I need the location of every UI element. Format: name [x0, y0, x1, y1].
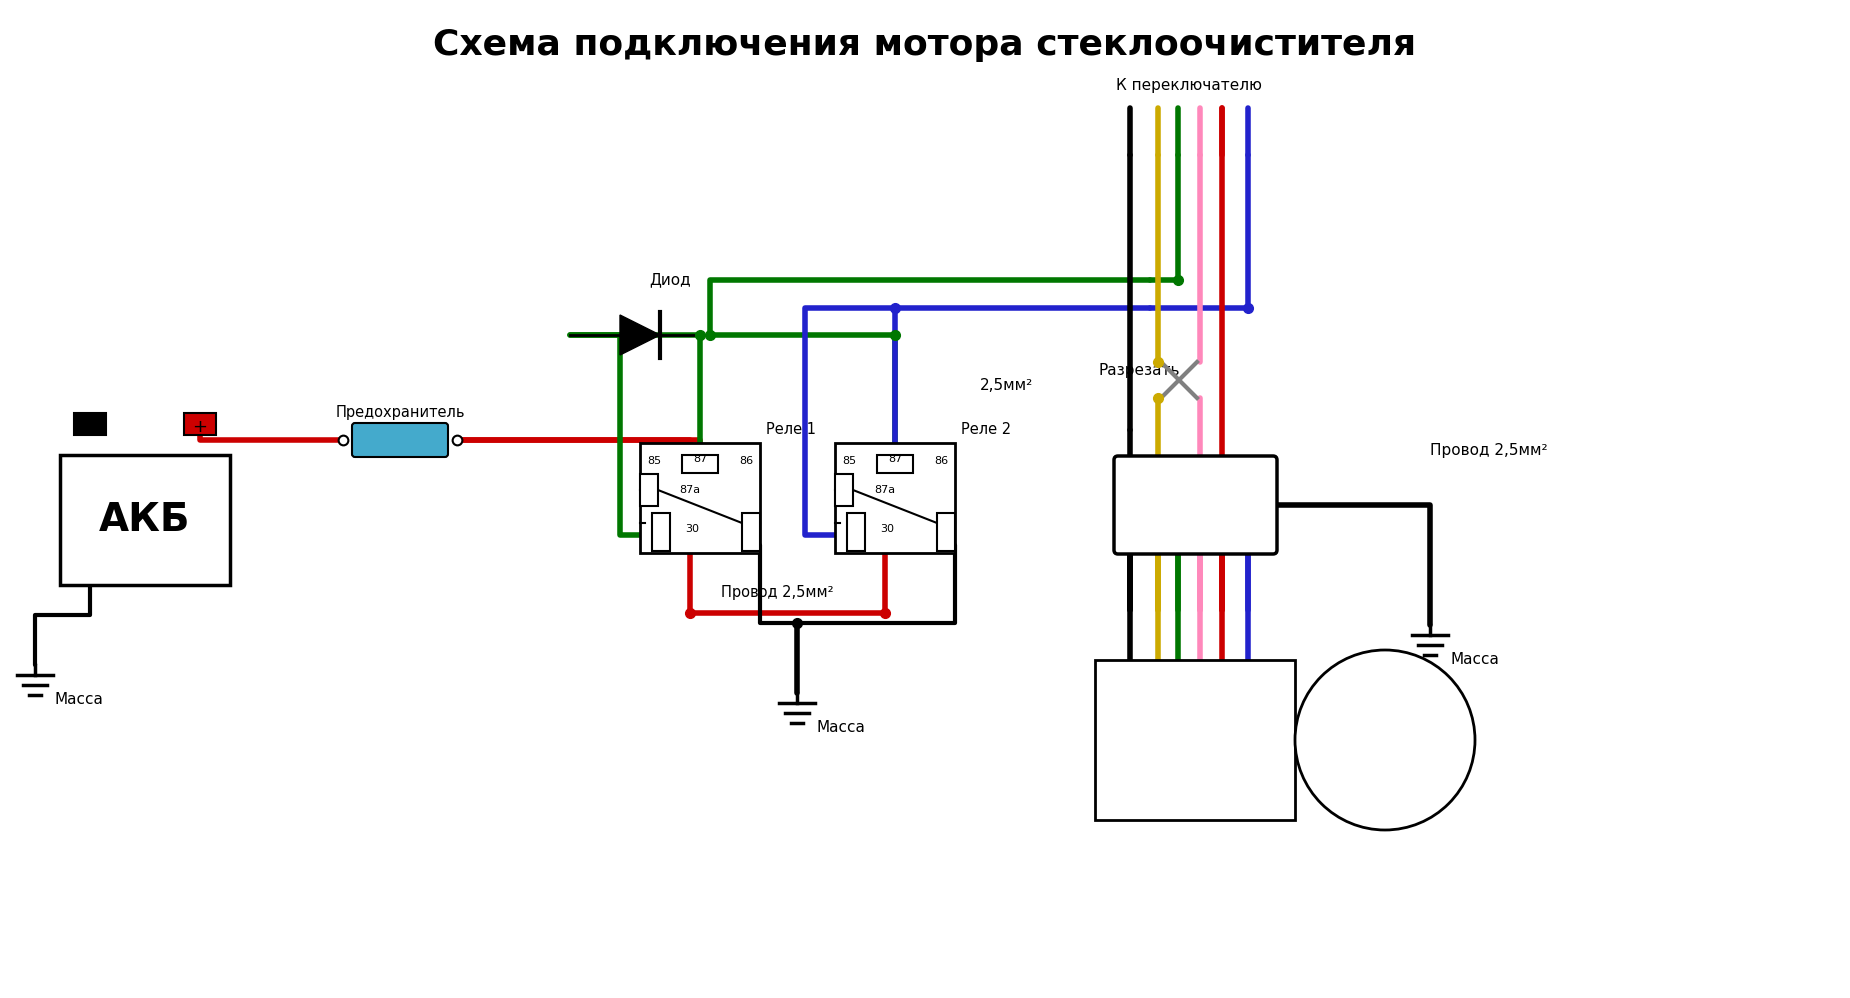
Bar — [877, 455, 914, 473]
Bar — [183, 413, 216, 435]
Bar — [936, 513, 955, 551]
Text: Реле 1: Реле 1 — [766, 422, 816, 437]
FancyBboxPatch shape — [352, 423, 448, 457]
Text: 87a: 87a — [875, 485, 895, 495]
Text: Диод: Диод — [649, 272, 690, 287]
Bar — [847, 513, 866, 551]
Text: Предохранитель: Предохранитель — [335, 404, 464, 419]
Text: АКБ: АКБ — [100, 501, 191, 539]
Text: Мотор: Мотор — [1162, 706, 1227, 725]
Bar — [74, 413, 105, 435]
Bar — [640, 474, 659, 506]
Text: стеклоочистителя: стеклоочистителя — [1121, 757, 1269, 772]
Bar — [683, 455, 718, 473]
Bar — [59, 455, 229, 585]
Text: 87: 87 — [888, 454, 903, 464]
Text: Масса: Масса — [1450, 653, 1499, 668]
Text: 87: 87 — [694, 454, 707, 464]
Text: +: + — [192, 418, 207, 436]
Text: Разрезать: Разрезать — [1099, 362, 1180, 377]
Text: К переключателю: К переключателю — [1116, 78, 1262, 93]
Text: 30: 30 — [684, 524, 699, 534]
Text: 85: 85 — [648, 456, 660, 466]
FancyBboxPatch shape — [1114, 456, 1276, 554]
Text: Масса: Масса — [56, 693, 104, 708]
Text: 86: 86 — [934, 456, 947, 466]
Text: −: − — [83, 418, 98, 436]
Text: Провод 2,5мм²: Провод 2,5мм² — [1430, 442, 1548, 457]
Text: 30: 30 — [881, 524, 894, 534]
Text: Разъем: Разъем — [1158, 495, 1232, 515]
Bar — [1095, 660, 1295, 820]
Text: 85: 85 — [842, 456, 857, 466]
Text: Схема подключения мотора стеклоочистителя: Схема подключения мотора стеклоочистител… — [433, 28, 1417, 62]
Bar — [742, 513, 760, 551]
Text: 87a: 87a — [679, 485, 701, 495]
Bar — [834, 474, 853, 506]
Text: Реле 2: Реле 2 — [960, 422, 1012, 437]
Text: 2,5мм²: 2,5мм² — [980, 377, 1034, 392]
Text: 86: 86 — [738, 456, 753, 466]
Text: Провод 2,5мм²: Провод 2,5мм² — [722, 586, 832, 601]
Circle shape — [1295, 650, 1474, 830]
Text: Масса: Масса — [818, 721, 866, 736]
Bar — [834, 443, 955, 553]
Bar — [651, 513, 670, 551]
Polygon shape — [620, 315, 660, 355]
Bar — [640, 443, 760, 553]
